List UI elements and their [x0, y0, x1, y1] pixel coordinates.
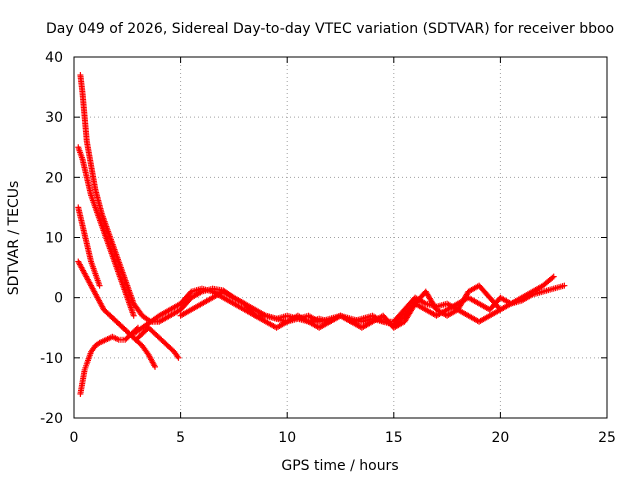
series-track-3	[75, 204, 103, 289]
x-tick-label: 25	[598, 430, 616, 446]
x-tick-label: 10	[278, 430, 296, 446]
data-point	[561, 282, 568, 289]
y-tick-labels: -20 -10 0 10 20 30 40	[40, 50, 63, 427]
y-tick-label: 40	[45, 50, 63, 66]
x-tick-label: 15	[385, 430, 403, 446]
y-tick-label: 20	[45, 170, 63, 186]
data-point	[550, 273, 557, 280]
y-tick-label: 10	[45, 231, 63, 247]
y-tick-label: 30	[45, 110, 63, 126]
series-track-2	[75, 144, 137, 319]
data-point	[549, 274, 556, 281]
x-axis-label: GPS time / hours	[281, 458, 398, 474]
y-axis-label: SDTVAR / TECUs	[6, 181, 22, 296]
x-tick-label: 5	[176, 430, 185, 446]
data-point	[130, 312, 137, 319]
data-point	[497, 306, 504, 313]
y-tick-label: 0	[54, 291, 63, 307]
data-point	[175, 354, 182, 361]
data-point	[152, 363, 159, 370]
data-point	[96, 282, 103, 289]
chart-title: Day 049 of 2026, Sidereal Day-to-day VTE…	[46, 21, 614, 37]
series-track-7	[130, 273, 557, 337]
x-tick-label: 0	[70, 430, 79, 446]
x-tick-labels: 0 5 10 15 20 25	[70, 430, 616, 446]
series-track-8	[177, 282, 504, 331]
y-tick-label: -20	[40, 411, 63, 427]
y-tick-label: -10	[40, 351, 63, 367]
tick-marks	[73, 56, 608, 419]
data-point	[496, 305, 503, 312]
data-points	[75, 72, 568, 397]
x-tick-label: 20	[491, 430, 509, 446]
